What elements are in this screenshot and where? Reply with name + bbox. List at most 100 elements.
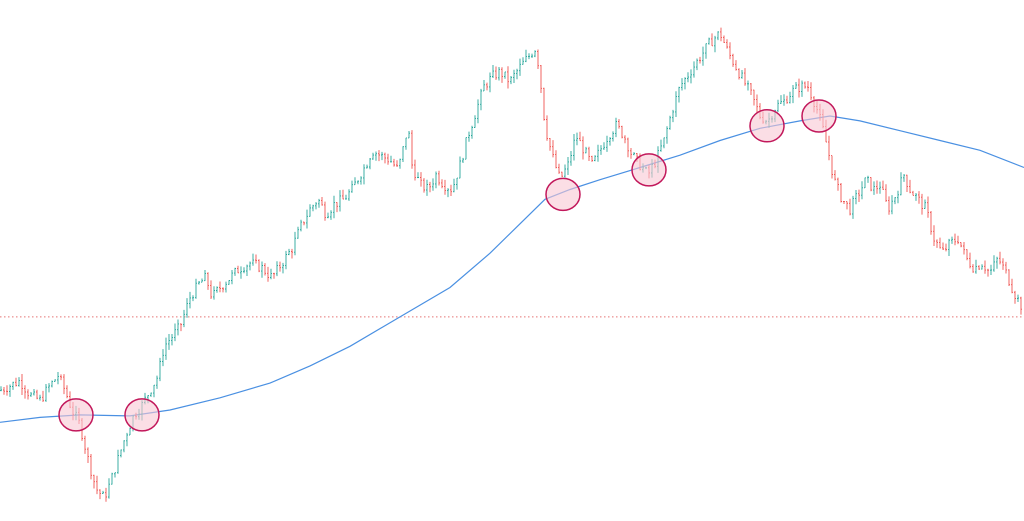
candle-down [393,158,395,167]
candle-up [789,91,791,104]
candle-down [93,474,95,489]
candle-down [444,179,446,195]
candle-up [198,281,200,285]
candle-down [546,115,548,141]
candle-up [150,392,152,397]
candle-down [1014,290,1016,304]
candle-up [318,198,320,208]
candle-up [114,472,116,478]
candle-up [534,50,536,58]
candle-up [261,261,263,278]
candle-up [381,151,383,161]
candle-up [168,334,170,350]
candle-up [948,238,950,256]
candle-down [96,475,98,495]
candle-up [156,375,158,389]
candle-up [792,85,794,104]
candle-up [783,94,785,106]
candle-down [720,27,722,42]
candle-down [324,201,326,221]
candle-up [48,383,50,393]
candle-up [354,177,356,186]
candle-up [600,145,602,155]
candle-down [555,150,557,169]
candle-up [54,379,56,382]
candle-up [276,261,278,277]
candle-up [390,155,392,163]
candle-down [987,268,989,277]
candle-up [528,53,530,60]
candle-up [717,31,719,41]
candle-down [27,389,29,400]
candle-down [63,374,65,395]
candle-down [858,189,860,202]
candle-up [714,35,716,53]
candle-down [180,323,182,332]
candle-down [999,251,1001,265]
candle-up [186,298,188,318]
candle-down [342,189,344,200]
candle-up [270,268,272,280]
candle-up [498,67,500,81]
candle-up [432,178,434,191]
candle-down [495,66,497,80]
candle-down [237,265,239,274]
candle-up [51,380,53,388]
candle-up [678,86,680,103]
candle-down [960,241,962,248]
candle-up [57,372,59,385]
candle-up [195,278,197,299]
candlestick-layer [0,27,1022,502]
candle-up [492,65,494,78]
candle-down [699,56,701,64]
candle-up [663,137,665,149]
candle-up [468,131,470,142]
candle-down [786,95,788,104]
candle-up [315,202,317,210]
candle-down [723,35,725,44]
candle-down [927,196,929,218]
candle-up [408,131,410,139]
candle-up [192,295,194,302]
candle-down [963,242,965,255]
candle-up [330,210,332,220]
candle-down [507,66,509,89]
candle-up [993,255,995,272]
touch-point-marker [749,109,785,143]
candle-down [582,136,584,160]
candle-down [738,68,740,80]
candle-down [378,150,380,162]
candle-up [39,394,41,401]
candle-up [120,449,122,458]
candle-up [915,193,917,201]
candle-up [531,53,533,58]
candle-down [36,389,38,400]
candle-up [696,58,698,71]
candle-down [882,180,884,190]
candle-down [87,447,89,463]
candle-down [735,60,737,71]
candle-up [855,190,857,205]
candle-up [675,91,677,117]
candle-down [99,489,101,500]
candle-up [660,139,662,152]
candle-up [519,58,521,76]
candle-up [369,158,371,170]
candle-down [3,387,5,395]
candle-up [705,43,707,59]
candle-up [285,250,287,270]
touch-marker-layer [58,99,837,432]
candle-up [102,490,104,495]
candle-up [129,427,131,436]
candle-up [480,88,482,111]
candle-down [549,138,551,151]
candle-up [366,164,368,169]
candle-up [1017,294,1019,302]
candle-up [357,180,359,185]
candle-down [831,155,833,179]
candle-up [564,164,566,178]
candle-down [411,130,413,169]
candle-up [777,99,779,112]
candle-down [750,83,752,95]
